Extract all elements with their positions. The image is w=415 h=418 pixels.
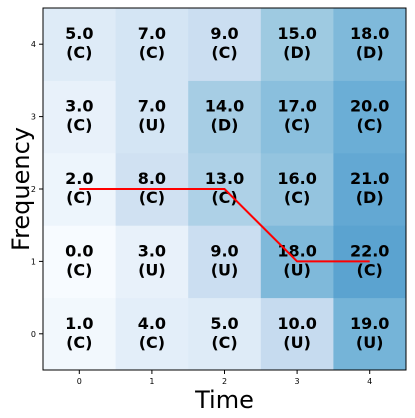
cell-category-label: (D) xyxy=(211,116,239,135)
heatmap-cell xyxy=(260,297,334,371)
cell-category-label: (C) xyxy=(139,43,165,62)
y-axis-ticks: 0 1 2 3 4 xyxy=(31,40,43,339)
heatmap-cell xyxy=(333,297,407,371)
cell-value-label: 1.0 xyxy=(65,314,93,333)
cell-value-label: 9.0 xyxy=(210,241,238,260)
cell-category-label: (C) xyxy=(284,116,310,135)
heatmap-cell xyxy=(333,80,407,154)
cell-value-label: 19.0 xyxy=(350,314,389,333)
y-tick-label: 0 xyxy=(31,330,36,339)
cell-annotations: 1.0(C)4.0(C)5.0(C)10.0(U)19.0(U)0.0(C)3.… xyxy=(65,24,389,352)
x-tick-label: 0 xyxy=(77,377,82,386)
x-tick-label: 2 xyxy=(222,377,227,386)
x-axis-label: Time xyxy=(194,386,254,414)
cell-value-label: 3.0 xyxy=(138,241,166,260)
cell-category-label: (C) xyxy=(357,260,383,279)
heatmap-cell xyxy=(188,8,262,81)
heatmap-cell xyxy=(188,225,262,299)
heatmap-cell xyxy=(43,80,117,154)
heatmap-cell xyxy=(115,8,189,81)
cell-value-label: 20.0 xyxy=(350,97,389,116)
cell-category-label: (D) xyxy=(356,43,384,62)
y-tick-label: 4 xyxy=(31,40,36,49)
cell-value-label: 16.0 xyxy=(277,169,316,188)
heatmap-cell xyxy=(188,80,262,154)
cell-value-label: 7.0 xyxy=(138,24,166,43)
cell-category-label: (C) xyxy=(139,188,165,207)
path-layer xyxy=(79,188,370,263)
cell-value-label: 21.0 xyxy=(350,169,389,188)
heatmap-cell xyxy=(333,8,407,81)
heatmap-cell xyxy=(188,297,262,371)
cell-category-label: (U) xyxy=(283,260,311,279)
cell-category-label: (C) xyxy=(66,188,92,207)
cell-category-label: (C) xyxy=(66,43,92,62)
cell-category-label: (U) xyxy=(138,260,166,279)
cell-value-label: 4.0 xyxy=(138,314,166,333)
cell-category-label: (U) xyxy=(283,333,311,352)
cell-value-label: 9.0 xyxy=(210,24,238,43)
cell-value-label: 14.0 xyxy=(205,97,244,116)
cell-value-label: 7.0 xyxy=(138,97,166,116)
heatmap-cell xyxy=(115,225,189,299)
y-tick-label: 2 xyxy=(31,185,36,194)
cell-value-label: 15.0 xyxy=(277,24,316,43)
y-tick-label: 1 xyxy=(31,257,36,266)
heatmap-cell xyxy=(43,8,117,81)
cell-value-label: 22.0 xyxy=(350,241,389,260)
cell-category-label: (D) xyxy=(356,188,384,207)
cell-category-label: (D) xyxy=(283,43,311,62)
cell-category-label: (U) xyxy=(211,260,239,279)
cell-value-label: 10.0 xyxy=(277,314,316,333)
cell-category-label: (C) xyxy=(211,333,237,352)
heatmap-cell xyxy=(115,297,189,371)
cell-category-label: (U) xyxy=(356,333,384,352)
cell-category-label: (C) xyxy=(66,260,92,279)
path-line xyxy=(79,188,370,263)
cell-category-label: (C) xyxy=(357,116,383,135)
x-tick-label: 1 xyxy=(149,377,154,386)
cell-category-label: (C) xyxy=(211,188,237,207)
heatmap-cell xyxy=(260,152,334,226)
heatmap-cell xyxy=(115,80,189,154)
cell-value-label: 5.0 xyxy=(210,314,238,333)
cell-value-label: 0.0 xyxy=(65,241,93,260)
x-axis-ticks: 0 1 2 3 4 xyxy=(77,370,372,386)
y-axis-label: Frequency xyxy=(7,127,35,251)
heatmap-cell xyxy=(260,8,334,81)
cell-value-label: 18.0 xyxy=(350,24,389,43)
cell-value-label: 3.0 xyxy=(65,97,93,116)
heatmap-cell xyxy=(333,152,407,226)
cell-category-label: (C) xyxy=(66,116,92,135)
cell-category-label: (C) xyxy=(139,333,165,352)
cell-value-label: 2.0 xyxy=(65,169,93,188)
cell-category-label: (C) xyxy=(284,188,310,207)
x-tick-label: 4 xyxy=(367,377,372,386)
cell-category-label: (U) xyxy=(138,116,166,135)
heatmap-cell xyxy=(43,297,117,371)
cell-category-label: (C) xyxy=(211,43,237,62)
heatmap-cell xyxy=(260,80,334,154)
cell-value-label: 18.0 xyxy=(277,241,316,260)
x-tick-label: 3 xyxy=(295,377,300,386)
cell-value-label: 13.0 xyxy=(205,169,244,188)
y-tick-label: 3 xyxy=(31,113,36,122)
cell-category-label: (C) xyxy=(66,333,92,352)
cell-value-label: 5.0 xyxy=(65,24,93,43)
cell-value-label: 8.0 xyxy=(138,169,166,188)
cell-value-label: 17.0 xyxy=(277,97,316,116)
heatmap-cell xyxy=(43,225,117,299)
